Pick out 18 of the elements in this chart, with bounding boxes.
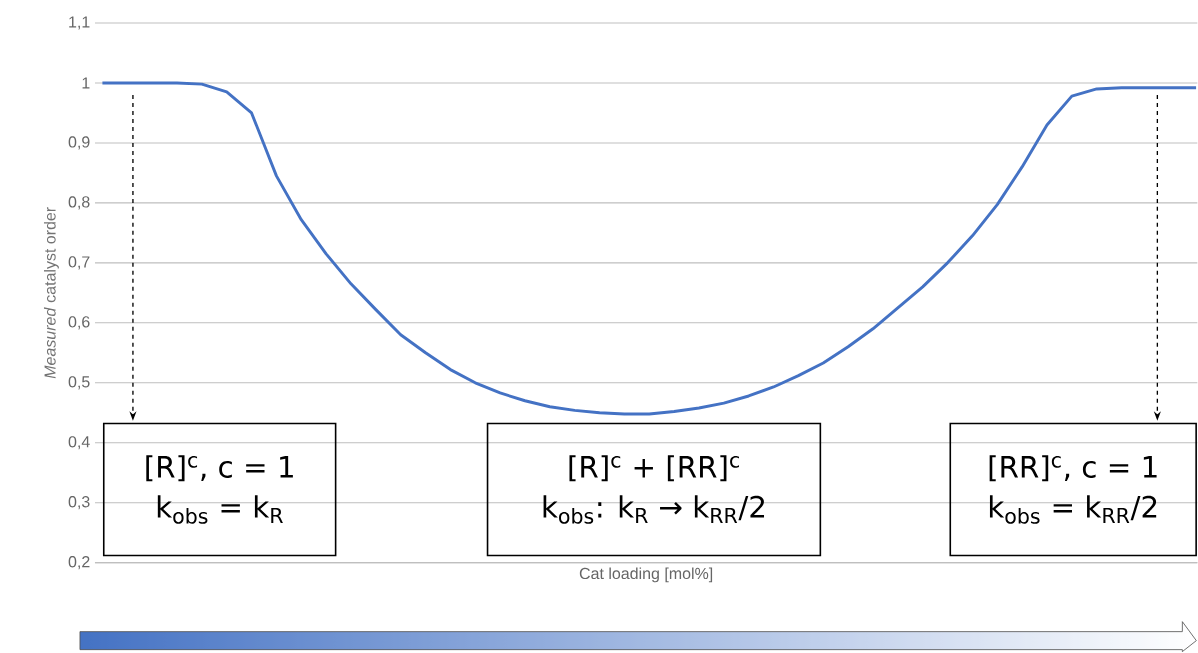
- y-tick-label: 0,7: [68, 256, 90, 270]
- annotation: [RR]$^{c}$, c = 1: [989, 455, 1157, 482]
- annotation: k$_{obs}$ = k$_{R}$: [157, 495, 283, 525]
- annotation: [R]$^{c}$, c = 1: [146, 455, 293, 482]
- y-tick-label: 0,3: [68, 496, 90, 510]
- y-tick-label: 0,4: [68, 436, 90, 450]
- y-tick-label: 1,1: [69, 16, 90, 30]
- y-tick-label: 0,9: [68, 136, 90, 150]
- annotation: k$_{obs}$ = k$_{RR}$/2: [989, 495, 1157, 525]
- y-tick-label: 0,8: [68, 196, 90, 210]
- y-axis-title: Measured catalyst order: [43, 207, 59, 379]
- annotation: k$_{obs}$: k$_{R}$ → k$_{RR}$/2: [543, 495, 765, 525]
- annotation: [R]$^{c}$ + [RR]$^{c}$: [569, 455, 739, 482]
- y-tick-label: 1: [82, 77, 90, 89]
- y-tick-label: 0,5: [68, 376, 90, 390]
- x-axis-title: Cat loading [mol%]: [579, 567, 713, 583]
- y-tick-label: 0,6: [68, 316, 90, 330]
- y-tick-label: 0,2: [68, 556, 90, 570]
